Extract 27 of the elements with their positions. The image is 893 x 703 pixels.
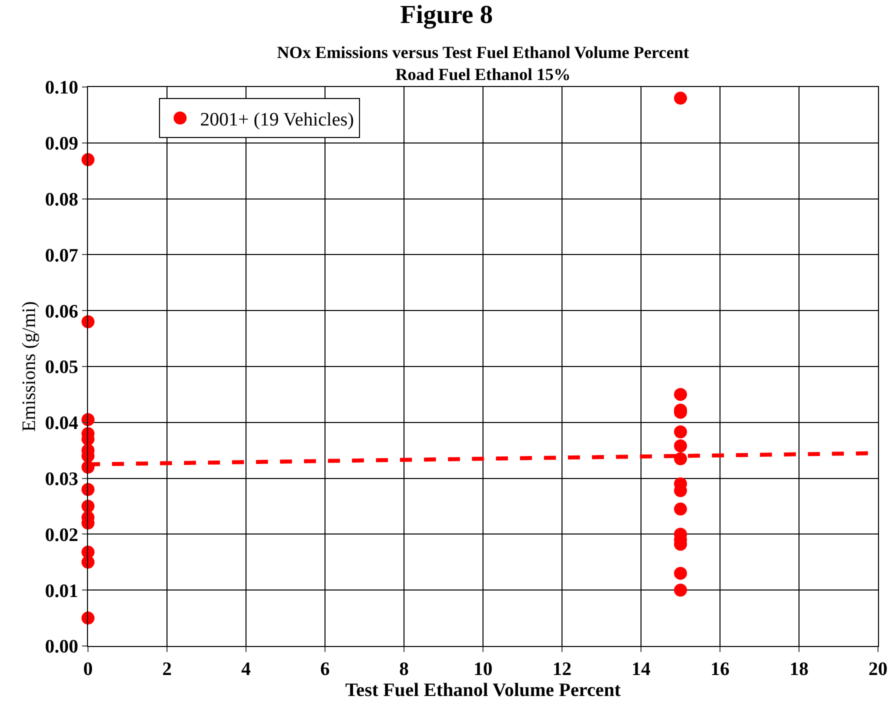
y-tick-label: 0.05: [44, 357, 78, 378]
x-tick-label: 0: [83, 658, 93, 680]
y-tick-label: 0.07: [44, 245, 79, 266]
x-tick-label: 6: [320, 658, 330, 680]
x-tick-label: 18: [790, 658, 808, 680]
x-tick-label: 12: [552, 658, 572, 680]
chart-title: Figure 8: [400, 0, 493, 30]
y-tick-label: 0.04: [44, 413, 79, 434]
x-tick-label: 8: [399, 658, 409, 680]
y-tick-label: 0.10: [44, 78, 78, 99]
x-tick-label: 2: [162, 658, 172, 680]
legend-label: 2001+ (19 Vehicles): [200, 109, 354, 130]
x-tick-label: 16: [710, 658, 730, 680]
y-tick-label: 0.01: [44, 580, 78, 602]
y-tick-label: 0.03: [44, 468, 78, 490]
x-axis-title: Test Fuel Ethanol Volume Percent: [345, 680, 622, 701]
x-tick-label: 20: [868, 658, 888, 680]
y-tick-label: 0.00: [44, 636, 78, 658]
x-tick-label: 10: [474, 658, 492, 680]
y-axis-title: Emissions (g/mi): [18, 301, 40, 432]
y-tick-label: 0.06: [44, 301, 78, 322]
x-tick-label: 4: [241, 658, 252, 680]
x-tick-label: 14: [632, 658, 651, 680]
chart-subtitle: NOx Emissions versus Test Fuel Ethanol Volume Percent Road Fuel Ethanol 15%: [277, 43, 690, 84]
y-tick-label: 0.08: [44, 189, 78, 210]
y-tick-label: 0.02: [44, 524, 78, 546]
y-tick-label: 0.09: [44, 134, 78, 155]
